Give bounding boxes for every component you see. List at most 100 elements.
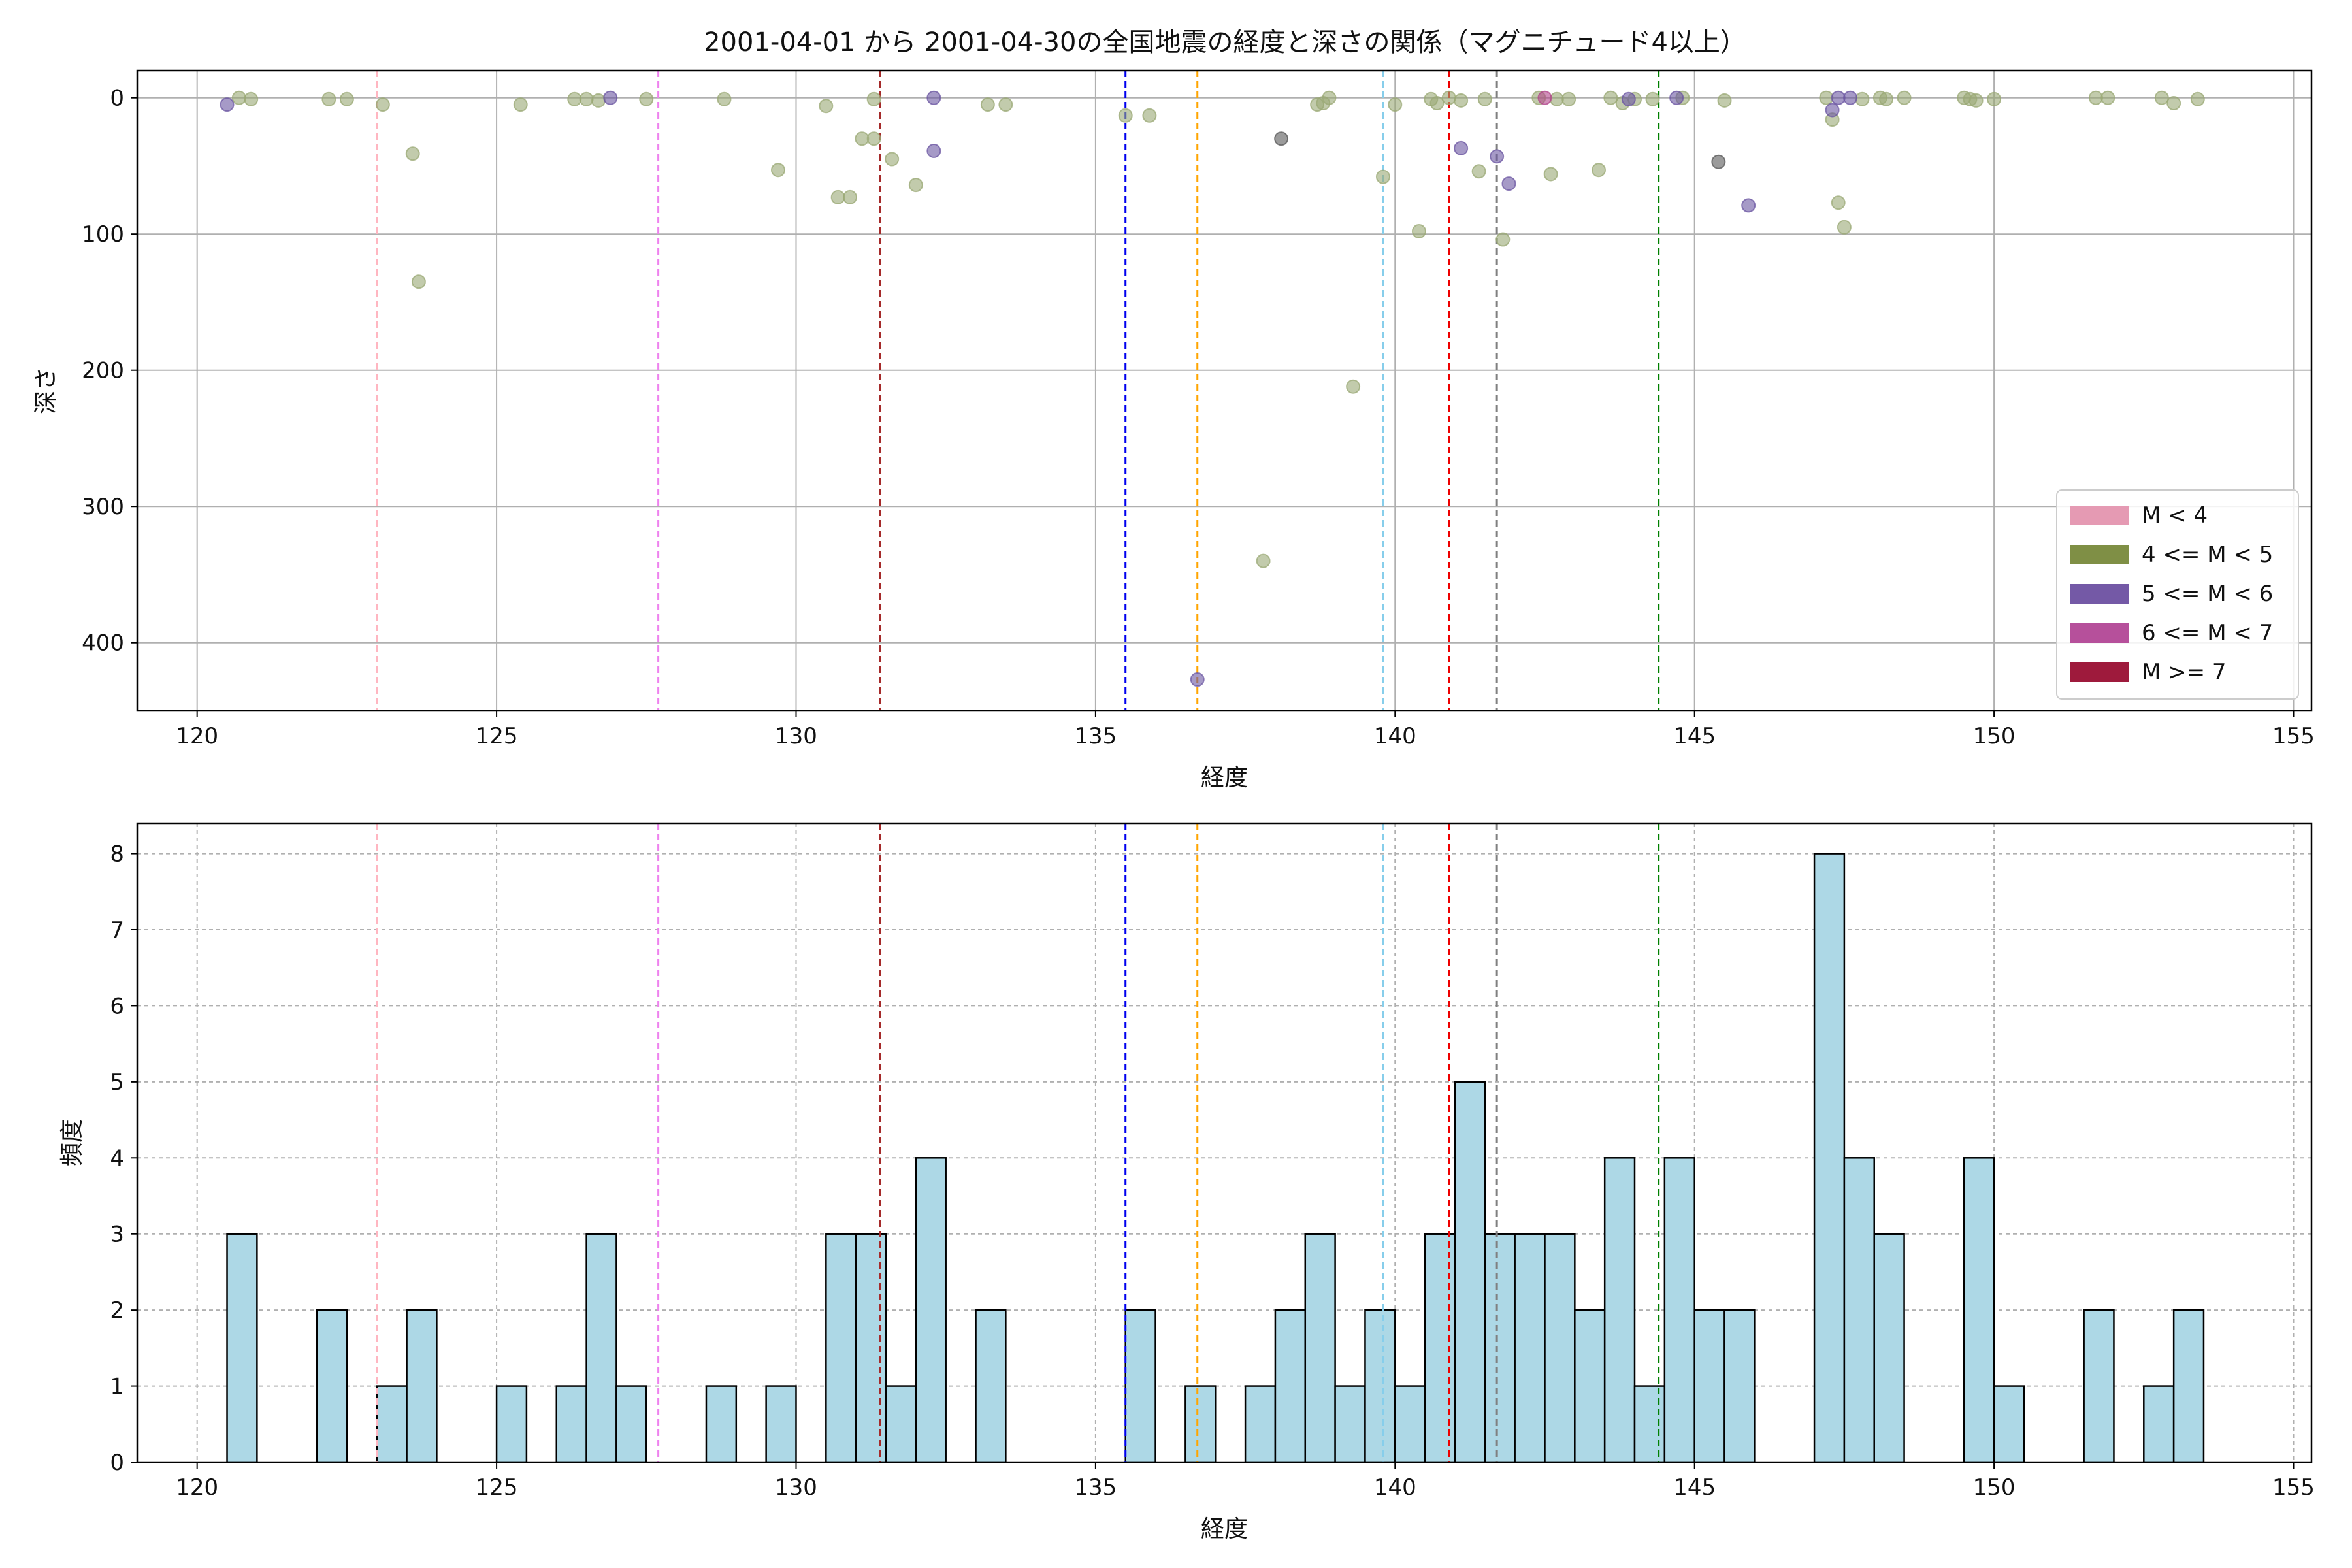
histogram-bar: [1484, 1233, 1516, 1463]
data-point: [513, 97, 528, 112]
data-point: [1621, 91, 1636, 106]
histogram-bar: [765, 1385, 797, 1463]
histogram-bar: [975, 1309, 1007, 1463]
histogram-bar: [915, 1157, 947, 1463]
plot-frame: [136, 69, 2313, 712]
x-axis-label: 経度: [1201, 764, 1248, 791]
x-tick-label: 140: [1374, 723, 1416, 749]
histogram-bar: [1693, 1309, 1725, 1463]
data-point: [819, 99, 834, 114]
scatter-chart: 120 125 130 135 140 145 150 155 0 100 200 300 400 経度 深…: [33, 69, 2315, 791]
histogram-bar: [2083, 1309, 2115, 1463]
data-point: [1471, 164, 1486, 179]
histogram-bar: [1244, 1385, 1277, 1463]
histogram-bar: [1574, 1309, 1606, 1463]
legend: M < 4 4 <= M < 5 5 <= M < 6 6 <= M < 7 M >= …: [2056, 489, 2299, 700]
legend-label: 6 <= M < 7: [2142, 620, 2273, 646]
legend-swatch: [2070, 584, 2129, 604]
y-tick-label: 100: [82, 221, 124, 248]
data-point: [885, 152, 900, 167]
legend-frame: [2056, 489, 2299, 700]
histogram-bar: [1124, 1309, 1156, 1463]
data-point: [1477, 91, 1492, 106]
data-point: [770, 163, 785, 178]
legend-swatch: [2070, 662, 2129, 682]
data-point: [2190, 91, 2205, 106]
data-point: [842, 189, 857, 204]
data-point: [980, 97, 995, 112]
histogram-bar: [1514, 1233, 1546, 1463]
x-tick-label: 120: [176, 723, 218, 749]
data-point: [866, 91, 881, 106]
y-tick-label: 5: [110, 1070, 124, 1096]
y-tick-label: 300: [82, 494, 124, 520]
data-point: [1897, 90, 1912, 105]
data-point: [1190, 672, 1205, 687]
histogram-bar: [855, 1233, 887, 1463]
histogram-bar: [2143, 1385, 2175, 1463]
data-point: [1819, 90, 1834, 105]
data-point: [1388, 97, 1403, 112]
histogram-bar: [1723, 1309, 1756, 1463]
x-tick-label: 145: [1673, 723, 1716, 749]
legend-swatch: [2070, 623, 2129, 643]
legend-label: M >= 7: [2142, 659, 2227, 685]
data-point: [1741, 198, 1756, 213]
data-point: [926, 90, 941, 105]
histogram-bar: [1633, 1385, 1666, 1463]
data-point: [926, 144, 941, 159]
data-point: [1561, 91, 1576, 106]
data-point: [1603, 90, 1618, 105]
data-point: [639, 91, 654, 106]
y-tick-label: 0: [110, 86, 124, 112]
histogram-bar: [825, 1233, 857, 1463]
data-point: [1645, 91, 1660, 106]
x-tick-label: 130: [775, 1475, 817, 1501]
histogram-bar: [1274, 1309, 1307, 1463]
data-point: [1346, 379, 1361, 394]
x-tick-label: 155: [2272, 1475, 2315, 1501]
legend-label: 4 <= M < 5: [2142, 542, 2273, 568]
data-point: [1537, 90, 1552, 105]
x-tick-label: 135: [1074, 1475, 1117, 1501]
y-tick-label: 8: [110, 841, 124, 868]
x-tick-label: 135: [1074, 723, 1117, 749]
histogram-bar: [1454, 1081, 1486, 1463]
data-point: [1879, 91, 1894, 106]
data-point: [908, 178, 923, 193]
data-point: [1411, 224, 1426, 239]
histogram-bar: [2172, 1309, 2205, 1463]
histogram-bar: [226, 1233, 258, 1463]
y-tick-label: 400: [82, 630, 124, 657]
x-axis-label: 経度: [1201, 1516, 1248, 1543]
data-point: [2154, 90, 2169, 105]
data-point: [1843, 90, 1858, 105]
histogram-bar: [1603, 1157, 1636, 1463]
data-point: [244, 91, 259, 106]
histogram-bar: [1873, 1233, 1905, 1463]
legend-swatch: [2070, 545, 2129, 564]
data-point: [1322, 90, 1337, 105]
histogram-bar: [1424, 1233, 1456, 1463]
data-point: [1441, 90, 1456, 105]
histogram-bar: [555, 1385, 587, 1463]
x-tick-label: 145: [1673, 1475, 1716, 1501]
data-point: [1669, 90, 1684, 105]
data-point: [1831, 195, 1846, 210]
data-point: [1501, 176, 1516, 191]
histogram-bar: [885, 1385, 917, 1463]
legend-swatch: [2070, 506, 2129, 525]
histogram-bar: [1663, 1157, 1695, 1463]
data-point: [321, 91, 336, 106]
y-tick-label: 7: [110, 917, 124, 943]
x-tick-label: 155: [2272, 723, 2315, 749]
legend-label: 5 <= M < 6: [2142, 581, 2273, 607]
data-point: [998, 97, 1013, 112]
chart-title: 2001-04-01 から 2001-04-30の全国地震の経度と深さの関係（マ…: [704, 27, 1746, 57]
histogram-bar: [495, 1385, 528, 1463]
data-point: [1454, 140, 1469, 155]
histogram-bar: [1394, 1385, 1426, 1463]
data-point: [830, 189, 845, 204]
histogram-bar: [1843, 1157, 1875, 1463]
data-point: [1490, 149, 1505, 164]
